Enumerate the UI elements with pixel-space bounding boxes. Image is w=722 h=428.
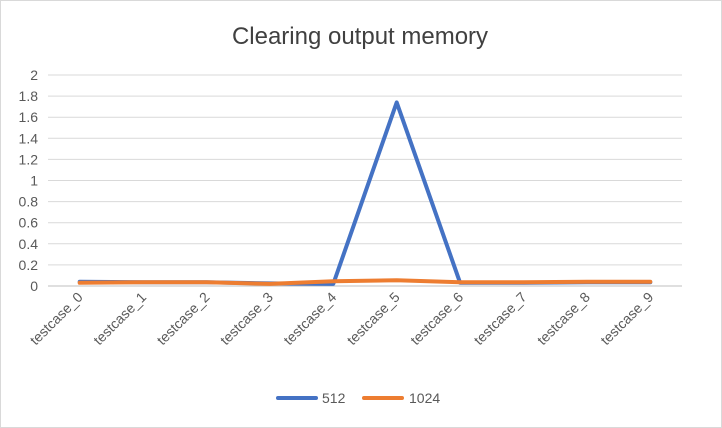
x-tick-label: testcase_6 bbox=[407, 289, 466, 348]
series-line-1024 bbox=[77, 278, 653, 286]
y-tick-label: 1.6 bbox=[19, 109, 39, 125]
x-tick-label: testcase_0 bbox=[27, 289, 86, 348]
series-line-512 bbox=[77, 100, 653, 286]
x-tick-label: testcase_4 bbox=[280, 289, 339, 348]
y-tick-label: 0.6 bbox=[19, 215, 39, 231]
legend-label: 1024 bbox=[409, 390, 440, 406]
chart-title: Clearing output memory bbox=[232, 23, 488, 50]
legend-label: 512 bbox=[322, 390, 346, 406]
legend: 512 1024 bbox=[276, 390, 440, 406]
y-tick-label: 1.2 bbox=[19, 151, 39, 167]
y-tick-label: 2 bbox=[30, 67, 38, 83]
gridlines bbox=[48, 74, 682, 287]
x-tick-label: testcase_5 bbox=[344, 289, 403, 348]
y-tick-label: 1 bbox=[30, 173, 38, 189]
y-axis-ticks: 0 0.2 0.4 0.6 0.8 1 1.2 1.4 1.6 1.8 2 bbox=[19, 67, 39, 294]
y-tick-label: 0 bbox=[30, 278, 38, 294]
y-tick-label: 1.4 bbox=[19, 130, 39, 146]
x-tick-label: testcase_7 bbox=[470, 289, 529, 348]
x-tick-label: testcase_1 bbox=[90, 289, 149, 348]
x-tick-label: testcase_3 bbox=[217, 289, 276, 348]
y-tick-label: 0.8 bbox=[19, 194, 39, 210]
x-tick-label: testcase_9 bbox=[597, 289, 656, 348]
x-tick-label: testcase_8 bbox=[534, 289, 593, 348]
series-lines bbox=[77, 100, 653, 286]
y-tick-label: 0.4 bbox=[19, 236, 39, 252]
y-tick-label: 1.8 bbox=[19, 88, 39, 104]
y-tick-label: 0.2 bbox=[19, 257, 39, 273]
x-tick-label: testcase_2 bbox=[153, 289, 212, 348]
x-axis-ticks: testcase_0 testcase_1 testcase_2 testcase_3… bbox=[27, 289, 657, 348]
